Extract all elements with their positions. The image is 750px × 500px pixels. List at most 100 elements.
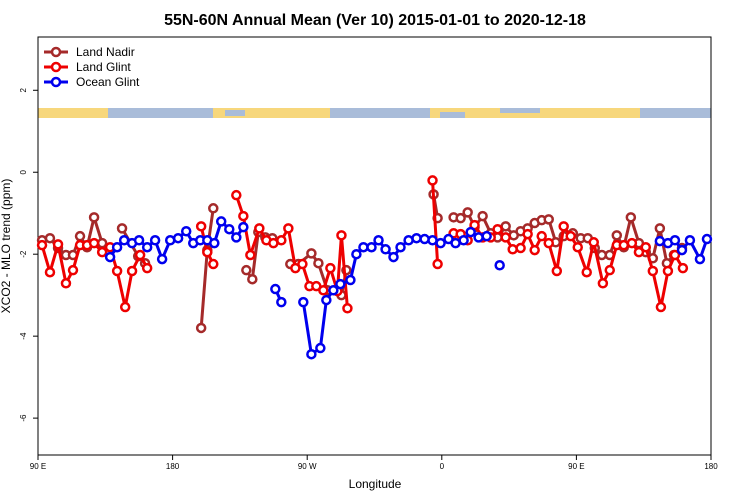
- data-point: [611, 230, 623, 241]
- data-point: [180, 225, 192, 237]
- data-point: [500, 232, 511, 243]
- map-strip: [38, 108, 711, 118]
- data-point: [676, 244, 688, 256]
- data-point: [411, 232, 422, 244]
- data-point: [380, 244, 391, 255]
- x-tick-label: 180: [704, 462, 718, 471]
- data-point: [96, 246, 108, 258]
- data-point: [373, 235, 384, 246]
- data-point: [358, 241, 369, 253]
- data-point: [435, 237, 446, 249]
- data-point: [238, 210, 249, 222]
- data-point: [208, 203, 219, 214]
- data-point: [195, 221, 207, 232]
- data-point: [427, 235, 438, 246]
- data-point: [655, 301, 667, 313]
- data-point: [44, 232, 56, 244]
- data-point: [238, 221, 249, 233]
- data-point: [315, 342, 326, 354]
- data-point: [336, 230, 347, 241]
- data-point: [247, 273, 258, 285]
- x-tick-label: 90 E: [30, 462, 46, 471]
- data-point: [618, 239, 630, 251]
- chart-title: 55N-60N Annual Mean (Ver 10) 2015-01-01 …: [164, 12, 586, 29]
- data-point: [477, 210, 488, 222]
- legend-label: Land Nadir: [76, 45, 135, 59]
- data-point: [669, 235, 681, 246]
- data-point: [241, 264, 252, 276]
- data-point: [604, 264, 616, 276]
- data-point: [654, 223, 666, 234]
- data-point: [465, 226, 476, 238]
- data-point: [209, 237, 220, 249]
- y-axis-label: XCO2 - MLO trend (ppm): [0, 179, 13, 314]
- data-point: [306, 248, 317, 259]
- y-tick-label: -2: [19, 250, 28, 258]
- data-point: [647, 265, 659, 277]
- data-point: [133, 235, 145, 246]
- legend-label: Land Glint: [76, 60, 131, 74]
- x-tick-label: 90 W: [298, 462, 317, 471]
- data-point: [551, 265, 563, 277]
- data-point: [450, 237, 461, 249]
- data-point: [119, 301, 131, 313]
- data-point: [195, 322, 207, 334]
- x-tick-label: 180: [166, 462, 180, 471]
- data-point: [67, 264, 79, 276]
- data-point: [419, 233, 430, 245]
- x-axis-label: Longitude: [349, 477, 402, 491]
- data-point: [88, 212, 100, 223]
- data-point: [351, 248, 362, 260]
- data-point: [297, 258, 308, 270]
- y-tick-label: -6: [19, 414, 28, 422]
- data-point: [694, 253, 706, 265]
- series: [36, 175, 689, 314]
- data-point: [701, 233, 713, 245]
- data-point: [52, 239, 64, 250]
- data-point: [684, 235, 696, 246]
- y-tick-label: -4: [19, 332, 28, 340]
- data-point: [565, 230, 576, 242]
- data-point: [156, 253, 168, 265]
- data-point: [669, 249, 681, 261]
- data-point: [507, 244, 518, 255]
- data-point: [515, 242, 526, 254]
- data-point: [581, 266, 592, 278]
- data-point: [36, 239, 48, 251]
- data-point: [318, 285, 329, 296]
- data-point: [111, 265, 123, 277]
- data-point: [231, 232, 242, 243]
- data-point: [104, 251, 116, 263]
- series: [104, 216, 713, 360]
- data-point: [432, 258, 443, 270]
- data-point: [626, 237, 638, 249]
- data-point: [111, 241, 123, 253]
- data-point: [141, 241, 153, 253]
- data-point: [481, 230, 492, 242]
- data-point: [500, 221, 511, 232]
- data-point: [231, 189, 242, 201]
- data-point: [462, 207, 473, 218]
- data-point: [254, 223, 265, 234]
- data-point: [662, 265, 674, 277]
- x-tick-label: 0: [440, 462, 445, 471]
- data-point: [298, 296, 309, 308]
- data-point: [224, 223, 235, 235]
- legend-marker: [50, 76, 62, 88]
- data-point: [543, 214, 554, 225]
- data-point: [640, 241, 652, 253]
- legend-label: Ocean Glint: [76, 75, 140, 89]
- data-point: [625, 212, 637, 223]
- data-point: [427, 175, 438, 186]
- data-point: [473, 232, 484, 243]
- data-point: [458, 235, 469, 246]
- data-point: [321, 294, 332, 306]
- data-point: [306, 348, 317, 360]
- data-point: [325, 262, 336, 274]
- data-point: [149, 235, 161, 246]
- data-point: [215, 216, 227, 227]
- data-point: [677, 262, 689, 274]
- data-point: [134, 249, 146, 261]
- data-point: [276, 235, 287, 246]
- data-point: [388, 251, 399, 263]
